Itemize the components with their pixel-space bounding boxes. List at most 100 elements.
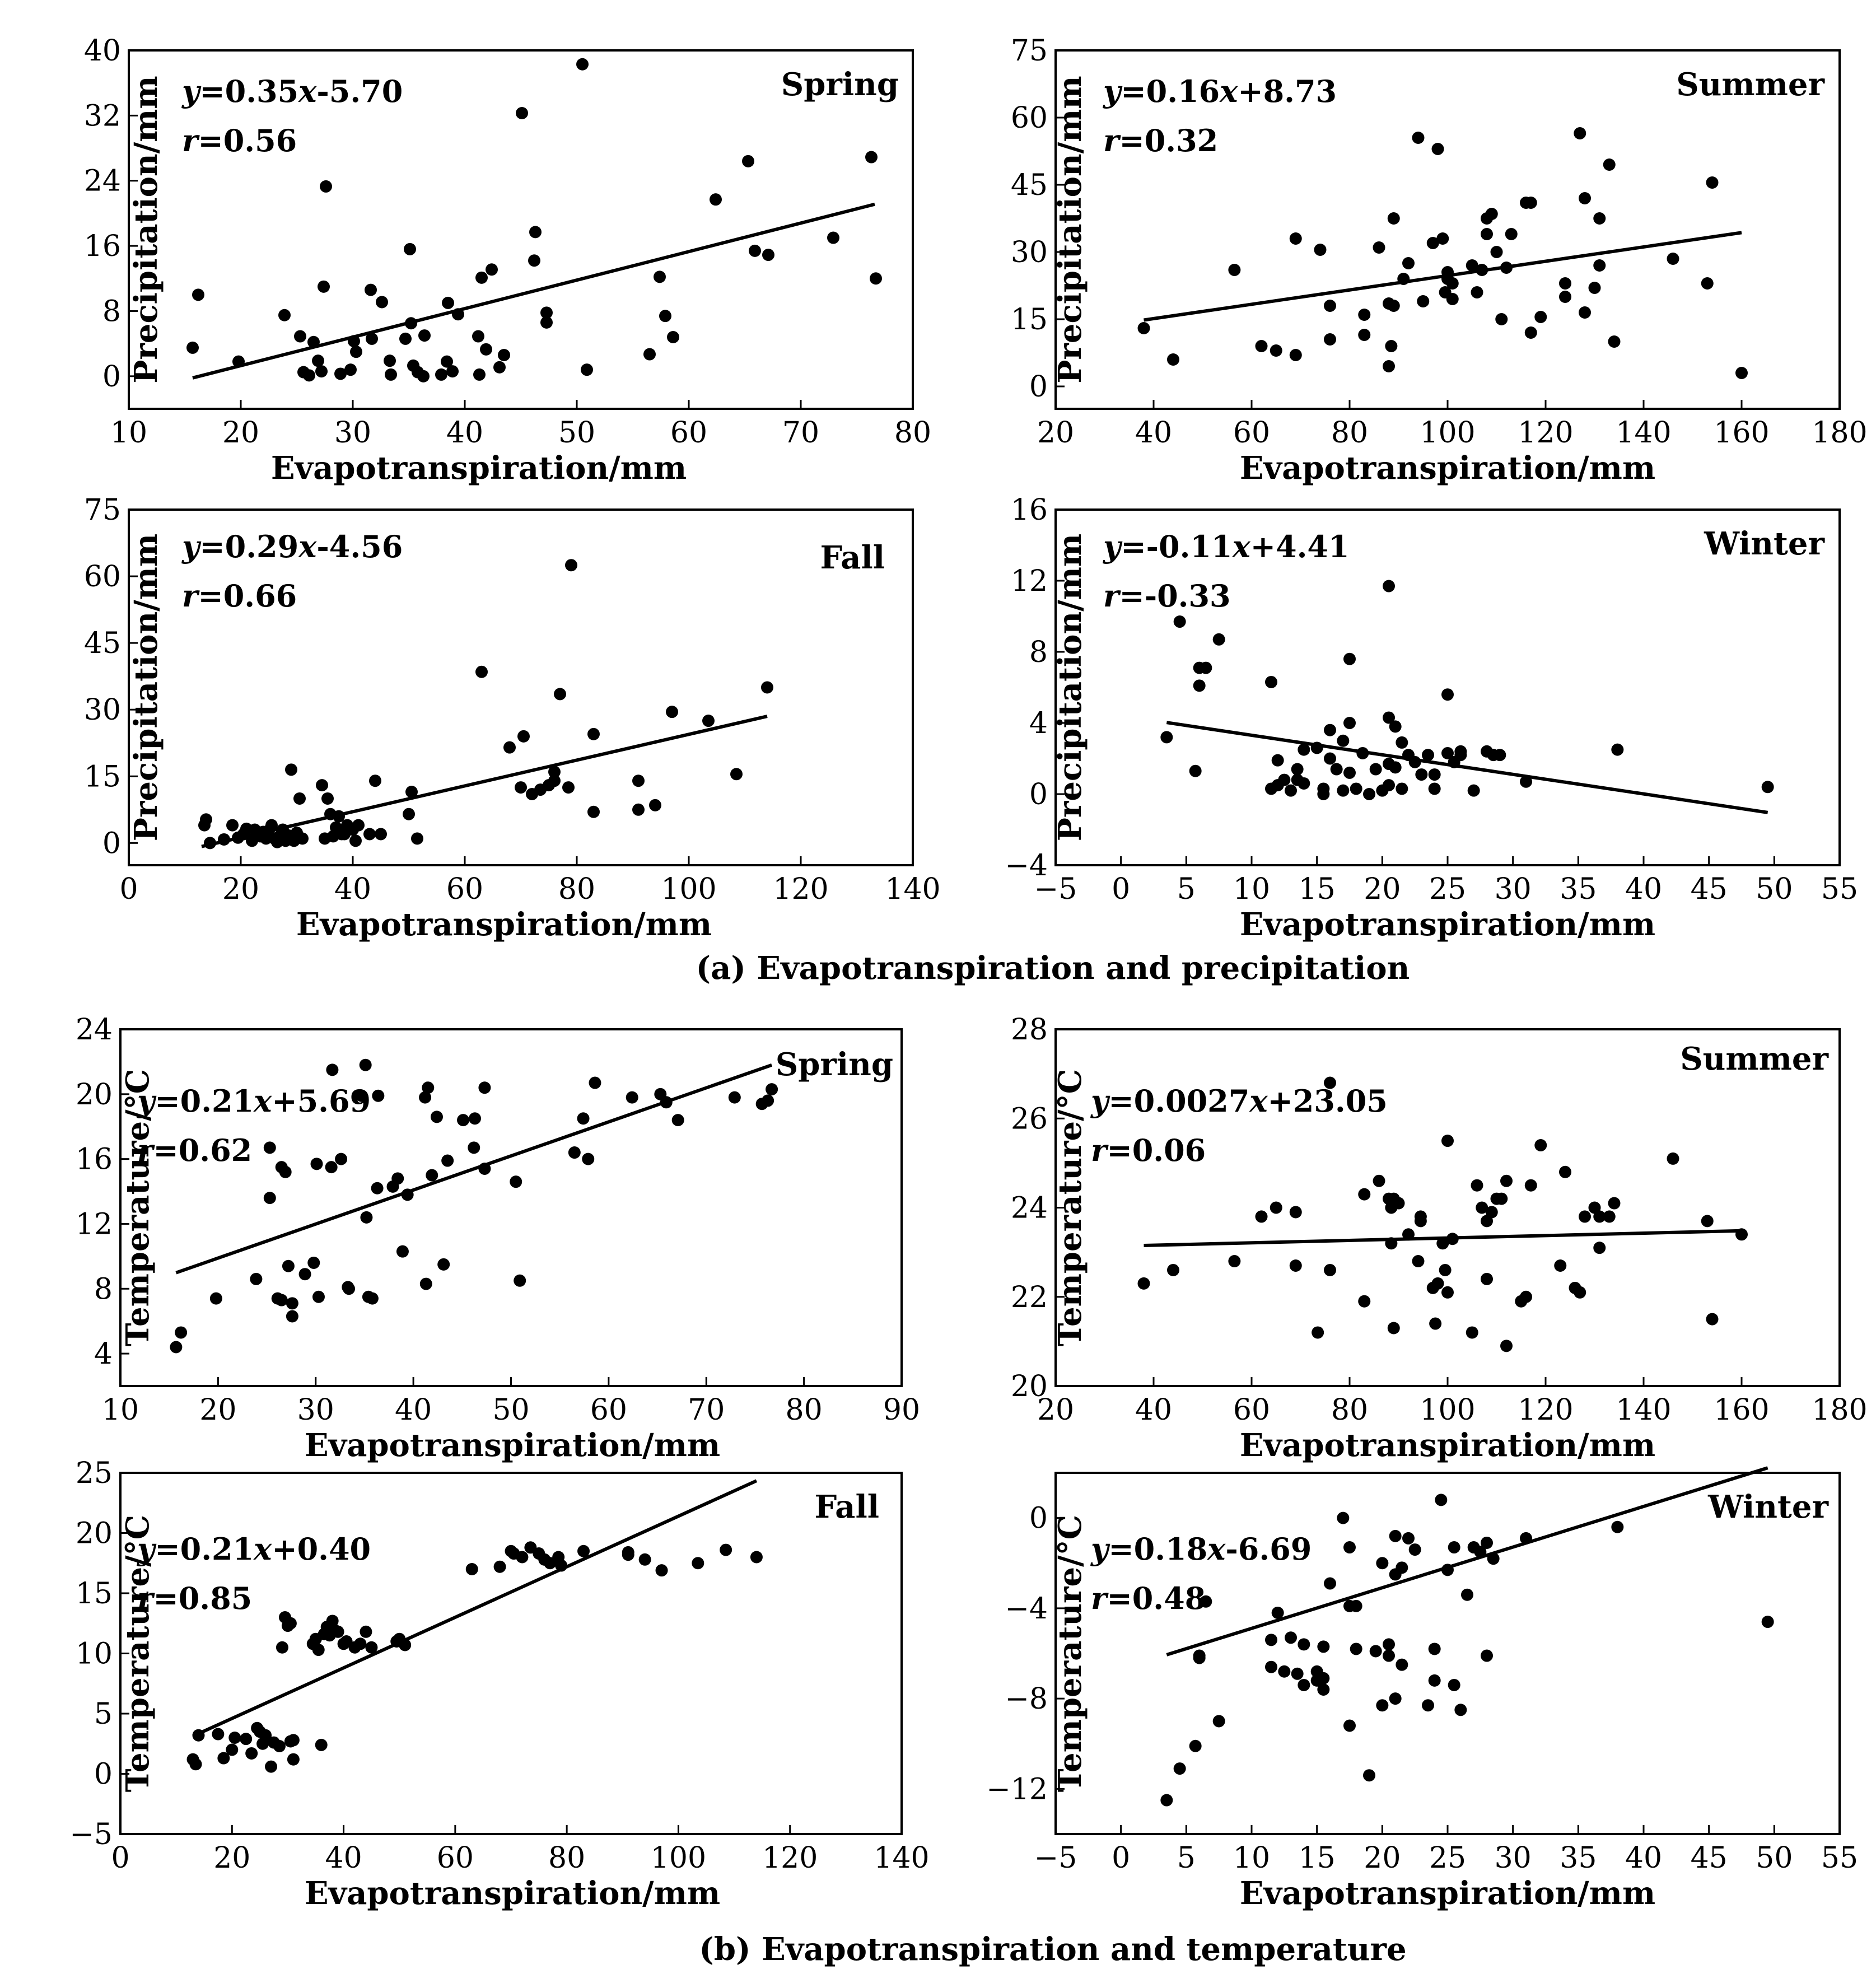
y-tick-label: 45	[84, 627, 121, 660]
eq-x-symbol: x	[298, 73, 317, 109]
eq-intercept: -6.69	[1225, 1531, 1312, 1567]
chart-panel-8: −5 0 5 10 15 20 25 30 35 40 45 50 55 −12 −8 −4 0 Evapotra…	[986, 1466, 1858, 1912]
data-point	[1369, 763, 1382, 776]
data-point	[666, 706, 678, 718]
data-point	[529, 226, 542, 239]
x-tick-label: 55	[1821, 1841, 1858, 1875]
eq-x-symbol: x	[298, 529, 317, 564]
data-point	[1441, 688, 1454, 701]
data-point	[1358, 1188, 1371, 1201]
x-tick-label: 20	[199, 1393, 236, 1427]
x-axis-label: Evapotranspiration/mm	[1240, 450, 1655, 487]
x-tick-label: 70	[688, 1393, 725, 1427]
data-point	[1481, 228, 1493, 240]
data-point	[298, 1268, 311, 1281]
data-point	[1289, 232, 1302, 245]
data-point	[332, 1625, 344, 1638]
data-point	[312, 1644, 325, 1657]
data-point	[475, 271, 488, 284]
data-point	[478, 1163, 491, 1175]
data-point	[1343, 1541, 1356, 1554]
data-point	[1603, 158, 1616, 171]
data-point	[749, 244, 761, 257]
chart-panel-3: 0 20 40 60 80 100 120 140 0 15 30 45 60 75 Evapotransp…	[84, 493, 941, 943]
data-point	[315, 1738, 328, 1751]
x-tick-label: 180	[1812, 1393, 1867, 1427]
x-tick-label: 45	[1691, 1841, 1728, 1875]
data-point	[226, 1743, 239, 1756]
data-point	[1524, 197, 1537, 209]
data-point	[1611, 1520, 1624, 1533]
r-value: =0.06	[1107, 1132, 1206, 1168]
data-point	[576, 58, 589, 71]
x-tick-label: 60	[590, 1393, 627, 1427]
plot-frame	[128, 508, 914, 866]
x-tick-label: 5	[1177, 872, 1196, 906]
data-point	[1270, 344, 1282, 357]
data-point	[1317, 1683, 1330, 1696]
data-point	[568, 1146, 581, 1159]
y-tick-label: −12	[986, 1772, 1048, 1806]
eq-slope: =0.21	[155, 1531, 254, 1567]
r-symbol: r	[1103, 123, 1121, 158]
data-point	[1189, 1739, 1202, 1752]
data-point	[359, 1058, 372, 1071]
data-point	[555, 1559, 568, 1572]
y-tick-label: 26	[1011, 1102, 1048, 1136]
y-tick-label: 75	[84, 493, 121, 527]
y-tick-label: 15	[1011, 303, 1048, 337]
eq-y-symbol: y	[1103, 529, 1123, 564]
data-point	[1412, 1255, 1425, 1268]
data-point	[1761, 1616, 1774, 1629]
data-point	[366, 332, 378, 345]
r-value: =0.56	[198, 123, 297, 158]
eq-slope: =0.35	[199, 73, 298, 109]
eq-x-symbol: x	[253, 1083, 272, 1119]
y-tick-label: 16	[84, 230, 121, 263]
y-tick-label: 8	[102, 295, 121, 328]
data-point	[1439, 1263, 1452, 1276]
data-point	[1608, 1197, 1621, 1210]
data-point	[1466, 259, 1478, 272]
data-point	[1706, 1313, 1719, 1326]
data-point	[1189, 764, 1202, 777]
data-point	[363, 828, 376, 841]
x-tick-label: 40	[446, 416, 483, 450]
y-tick-label: 0	[102, 360, 121, 394]
data-point	[1495, 1192, 1508, 1205]
data-point	[1428, 782, 1441, 795]
data-point	[1312, 1326, 1324, 1339]
data-point	[321, 792, 334, 805]
data-point	[1173, 615, 1186, 628]
data-point	[293, 792, 306, 805]
data-point	[1337, 1511, 1350, 1524]
data-point	[1481, 1536, 1493, 1549]
data-point	[1448, 1541, 1460, 1554]
y-axis-label: Precipitation/mm	[1052, 534, 1089, 841]
data-point	[1667, 253, 1679, 265]
x-tick-label: 120	[762, 1841, 818, 1875]
data-point	[486, 263, 498, 276]
fit-line	[175, 1063, 773, 1275]
data-point	[245, 1747, 258, 1760]
x-tick-label: 80	[548, 1841, 585, 1875]
data-point	[475, 665, 488, 678]
data-point	[1667, 1152, 1679, 1165]
data-point	[307, 335, 320, 348]
data-point	[1415, 768, 1428, 781]
correlation-coefficient: r=0.85	[137, 1580, 252, 1616]
data-point	[1200, 661, 1212, 674]
data-point	[632, 774, 645, 787]
data-point	[870, 272, 882, 285]
x-tick-label: 20	[1037, 416, 1074, 450]
data-point	[1485, 208, 1498, 220]
data-point	[540, 306, 553, 319]
x-tick-label: 140	[874, 1841, 929, 1875]
correlation-coefficient: r=0.66	[182, 578, 297, 614]
fit-line	[1166, 1466, 1768, 1657]
data-point	[437, 1258, 450, 1271]
fit-line	[1166, 721, 1768, 814]
data-point	[365, 1641, 378, 1654]
data-point	[1417, 295, 1430, 307]
data-point	[1396, 782, 1408, 795]
